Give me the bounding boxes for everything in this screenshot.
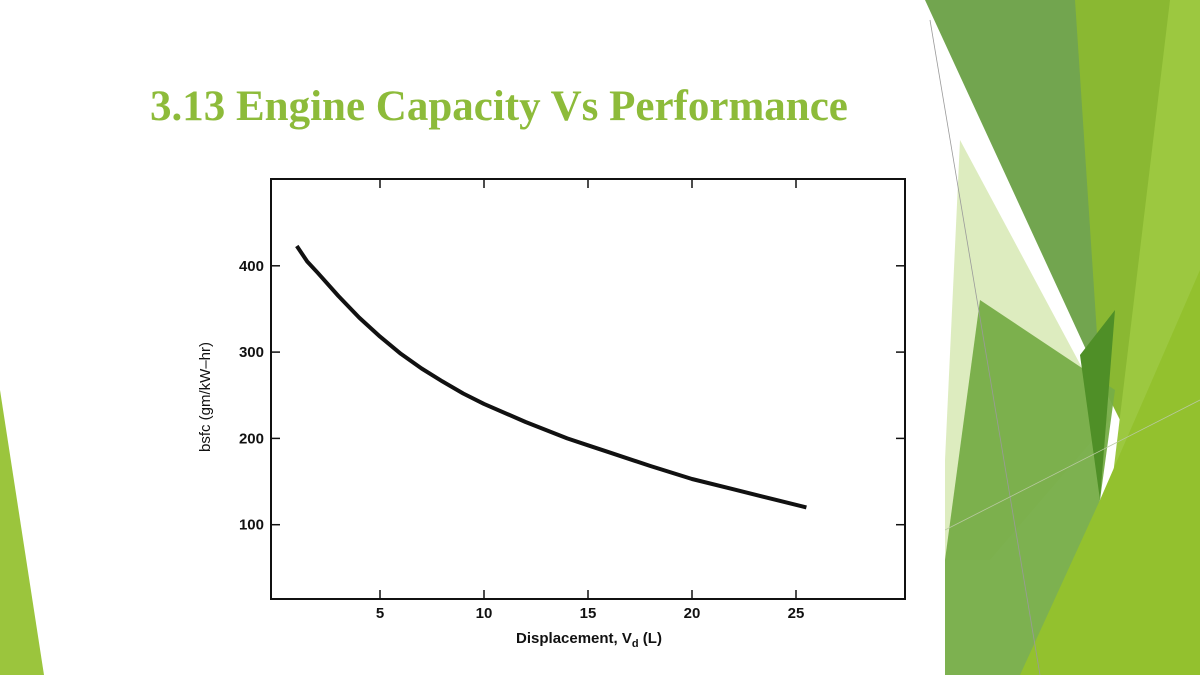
y-axis-ticks: 100 200 300 400 bbox=[239, 258, 905, 534]
x-tick-label: 25 bbox=[788, 605, 805, 622]
y-tick-label: 300 bbox=[239, 344, 264, 361]
x-tick-label: 10 bbox=[476, 605, 493, 622]
y-axis-label: bsfc (gm/kW–hr) bbox=[197, 342, 214, 452]
plot-frame bbox=[270, 178, 906, 600]
bsfc-curve bbox=[295, 244, 807, 510]
x-tick-label: 15 bbox=[580, 605, 597, 622]
right-deep-green-spot bbox=[1080, 310, 1115, 500]
y-tick-label: 200 bbox=[239, 430, 264, 447]
x-tick-label: 20 bbox=[684, 605, 701, 622]
y-tick-label: 100 bbox=[239, 517, 264, 534]
thin-diagonal-line-1 bbox=[929, 19, 1041, 675]
right-bright-lime-bottom bbox=[1020, 270, 1200, 675]
x-axis-label: Displacement, Vd (L) bbox=[516, 630, 662, 650]
right-mid-green-band bbox=[945, 300, 1115, 675]
x-tick-label: 5 bbox=[376, 605, 384, 622]
thin-diagonal-line-2 bbox=[944, 399, 1200, 531]
x-axis-ticks: 5 10 15 20 25 bbox=[376, 179, 805, 622]
left-green-wedge bbox=[0, 390, 44, 675]
chart-panel bbox=[190, 165, 945, 675]
y-tick-label: 400 bbox=[239, 258, 264, 275]
slide-title: 3.13 Engine Capacity Vs Performance bbox=[150, 83, 848, 130]
